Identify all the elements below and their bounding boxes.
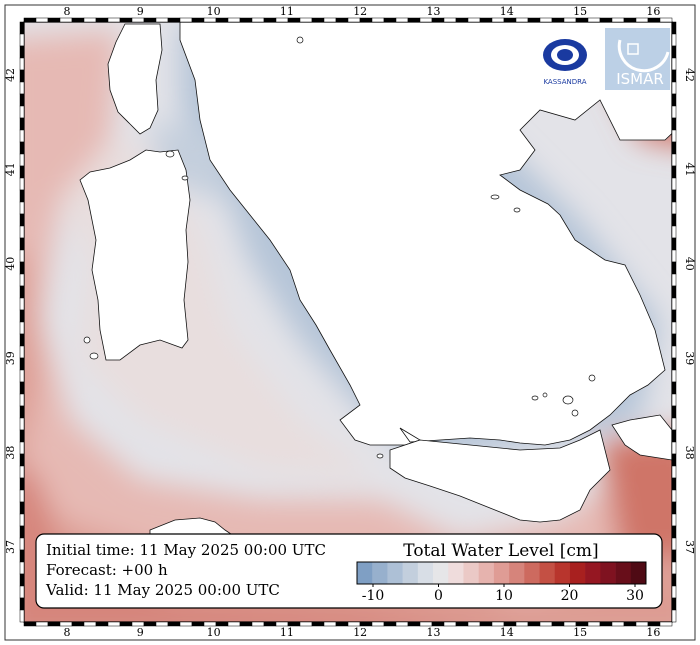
lat-tick-label: 41 [683, 162, 696, 176]
lat-ticks-left: 42 41 40 39 38 37 [4, 68, 17, 554]
lon-tick-label: 15 [573, 626, 587, 639]
colorbar-swatch [554, 562, 571, 584]
land-masses [79, 22, 672, 551]
lon-tick-label: 12 [353, 626, 367, 639]
colorbar-swatch [539, 562, 556, 584]
colorbar-swatch [402, 562, 419, 584]
lon-ticks-bottom: 8 9 10 11 12 13 14 15 16 [64, 626, 661, 639]
colorbar-swatch [600, 562, 616, 584]
colorbar-ticks: -10 0 10 20 30 [362, 584, 644, 604]
lat-tick-label: 40 [683, 257, 696, 271]
initial-time-text: Initial time: 11 May 2025 00:00 UTC [46, 541, 326, 559]
colorbar-tick-label: 0 [434, 588, 443, 604]
outer-frame [4, 4, 696, 641]
lon-tick-label: 11 [280, 626, 294, 639]
colorbar-swatch [372, 562, 388, 584]
forecast-text: Forecast: +00 h [46, 561, 168, 579]
colorbar-tick-label: 30 [626, 588, 644, 604]
lon-tick-label: 14 [500, 626, 514, 639]
colorbar-tick-label: 10 [495, 588, 513, 604]
small-islands [83, 36, 596, 459]
lon-tick-label: 13 [427, 626, 441, 639]
colorbar-swatch [630, 562, 647, 584]
lon-tick-label: 9 [137, 626, 144, 639]
colorbar-swatch [509, 562, 525, 584]
lat-tick-label: 37 [683, 540, 696, 554]
colorbar-swatch [433, 562, 449, 584]
colorbar-swatch [417, 562, 434, 584]
lat-tick-label: 37 [4, 540, 17, 554]
lon-tick-label: 9 [137, 5, 144, 18]
lat-tick-label: 42 [683, 68, 696, 82]
checkered-frame [19, 17, 677, 627]
colorbar-swatch [387, 562, 403, 584]
lon-tick-label: 16 [646, 5, 660, 18]
lon-tick-label: 13 [427, 5, 441, 18]
lon-tick-label: 12 [353, 5, 367, 18]
valid-time-text: Valid: 11 May 2025 00:00 UTC [45, 581, 280, 599]
colorbar-tick-label: -10 [362, 588, 385, 604]
colorbar-swatch [357, 562, 373, 584]
colorbar-title: Total Water Level [cm] [403, 541, 598, 561]
lat-tick-label: 39 [4, 351, 17, 365]
lon-ticks-top: 8 9 10 11 12 13 14 15 16 [64, 5, 661, 18]
colorbar-tick-label: 20 [561, 588, 579, 604]
lat-tick-label: 38 [4, 446, 17, 460]
lat-tick-label: 40 [4, 257, 17, 271]
lon-tick-label: 11 [280, 5, 294, 18]
lon-tick-label: 16 [646, 626, 660, 639]
colorbar-swatch [448, 562, 464, 584]
colorbar-swatch [585, 562, 601, 584]
kassandra-logo: KASSANDRA [530, 30, 600, 90]
lon-tick-label: 8 [64, 5, 71, 18]
lat-tick-label: 39 [683, 351, 696, 365]
info-panel: Initial time: 11 May 2025 00:00 UTC Fore… [35, 533, 663, 609]
lon-tick-label: 14 [500, 5, 514, 18]
lat-tick-label: 42 [4, 68, 17, 82]
lat-ticks-right: 42 41 40 39 38 37 [683, 68, 696, 554]
colorbar-swatch [615, 562, 632, 584]
kassandra-logo-text: KASSANDRA [543, 78, 586, 86]
ismar-logo-text: ISMAR [616, 70, 664, 88]
ismar-logo: ISMAR [605, 28, 670, 90]
colorbar-swatch [478, 562, 495, 584]
colorbar-swatch [493, 562, 510, 584]
lon-tick-label: 10 [207, 5, 221, 18]
lon-tick-label: 10 [207, 626, 221, 639]
colorbar-swatch [524, 562, 540, 584]
lat-tick-label: 38 [683, 446, 696, 460]
lon-tick-label: 15 [573, 5, 587, 18]
colorbar-swatch [569, 562, 586, 584]
lat-tick-label: 41 [4, 162, 17, 176]
lon-tick-label: 8 [64, 626, 71, 639]
colorbar [356, 561, 647, 585]
colorbar-swatch [463, 562, 479, 584]
